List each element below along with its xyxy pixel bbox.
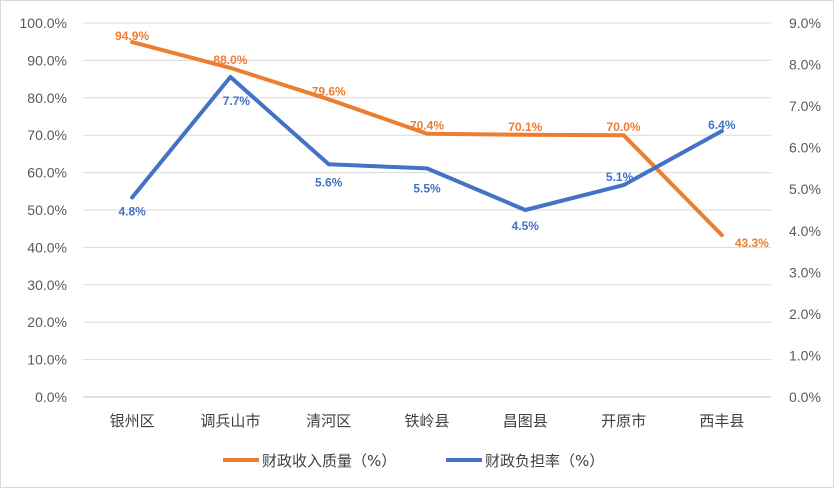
left-axis-tick-label: 0.0% — [35, 389, 67, 405]
category-label: 铁岭县 — [404, 412, 449, 430]
data-label-revenue-quality: 43.3% — [735, 236, 769, 250]
category-label: 调兵山市 — [200, 412, 260, 430]
left-axis-ticks: 0.0% 10.0% 20.0% 30.0% 40.0% 50.0% 60.0% 70.0% 8… — [20, 15, 67, 405]
right-axis-tick-label: 5.0% — [789, 181, 821, 197]
left-axis-tick-label: 50.0% — [27, 202, 67, 218]
left-axis-tick-label: 90.0% — [27, 52, 67, 68]
left-axis-tick-label: 60.0% — [27, 165, 67, 181]
category-label: 西丰县 — [699, 412, 744, 430]
data-label-fiscal-burden: 5.6% — [315, 175, 343, 189]
data-label-fiscal-burden: 4.8% — [118, 205, 146, 219]
right-axis-tick-label: 1.0% — [789, 347, 821, 363]
data-label-revenue-quality: 88.0% — [213, 53, 247, 67]
right-axis-tick-label: 9.0% — [789, 15, 821, 31]
data-label-fiscal-burden: 6.4% — [708, 118, 736, 132]
category-label: 清河区 — [306, 412, 351, 430]
left-axis-tick-label: 70.0% — [27, 127, 67, 143]
category-label: 银州区 — [110, 412, 155, 430]
data-label-revenue-quality: 70.0% — [607, 120, 641, 134]
category-label: 开原市 — [601, 412, 646, 430]
right-axis-tick-label: 3.0% — [789, 264, 821, 280]
left-axis-tick-label: 100.0% — [20, 15, 67, 31]
right-axis-tick-label: 2.0% — [789, 306, 821, 322]
right-axis-ticks: 0.0% 1.0% 2.0% 3.0% 4.0% 5.0% 6.0% 7.0% 8.0% 9.0% — [789, 15, 821, 405]
data-label-fiscal-burden: 5.5% — [413, 181, 441, 195]
data-labels: 94.9% 88.0% 79.6% 70.4% 70.1% 70.0% 43.3% 4.8% 7… — [115, 29, 769, 250]
data-label-fiscal-burden: 7.7% — [223, 94, 251, 108]
left-axis-tick-label: 10.0% — [27, 352, 67, 368]
gridlines — [83, 22, 771, 398]
right-axis-tick-label: 7.0% — [789, 98, 821, 114]
series-line-revenue-quality — [130, 40, 724, 238]
series-line-fiscal-burden — [130, 75, 724, 212]
right-axis-tick-label: 8.0% — [789, 57, 821, 73]
data-label-revenue-quality: 94.9% — [115, 29, 149, 43]
left-axis-tick-label: 20.0% — [27, 314, 67, 330]
series-lines — [130, 40, 724, 238]
legend-label-fiscal-burden: 财政负担率（%） — [485, 452, 604, 470]
legend-label-revenue-quality: 财政收入质量（%） — [262, 452, 396, 470]
category-axis-labels: 银州区 调兵山市 清河区 铁岭县 昌图县 开原市 西丰县 — [110, 412, 745, 430]
data-label-revenue-quality: 70.1% — [508, 120, 542, 134]
data-label-revenue-quality: 79.6% — [312, 84, 346, 98]
left-axis-tick-label: 30.0% — [27, 277, 67, 293]
data-label-fiscal-burden: 5.1% — [606, 170, 634, 184]
right-axis-tick-label: 4.0% — [789, 223, 821, 239]
left-axis-tick-label: 80.0% — [27, 90, 67, 106]
legend: 财政收入质量（%） 财政负担率（%） — [223, 452, 604, 470]
left-axis-tick-label: 40.0% — [27, 239, 67, 255]
data-label-fiscal-burden: 4.5% — [512, 219, 540, 233]
data-label-revenue-quality: 70.4% — [410, 119, 444, 133]
category-label: 昌图县 — [503, 412, 548, 430]
right-axis-tick-label: 0.0% — [789, 389, 821, 405]
right-axis-tick-label: 6.0% — [789, 140, 821, 156]
